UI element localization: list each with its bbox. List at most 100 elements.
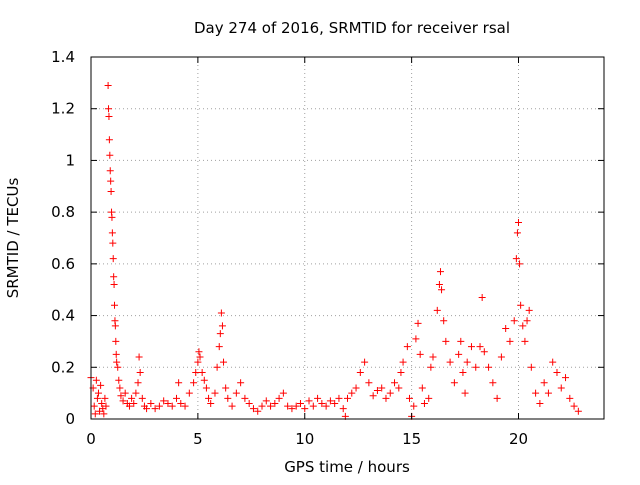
data-point bbox=[97, 381, 105, 389]
data-point bbox=[101, 394, 109, 402]
data-point bbox=[476, 343, 484, 351]
data-point bbox=[544, 389, 552, 397]
data-point bbox=[190, 379, 198, 387]
y-tick-label: 1.4 bbox=[51, 48, 75, 66]
data-point bbox=[164, 399, 172, 407]
data-point bbox=[356, 368, 364, 376]
data-point bbox=[134, 379, 142, 387]
data-point bbox=[195, 348, 203, 356]
data-point bbox=[478, 293, 486, 301]
data-point bbox=[279, 389, 287, 397]
data-point bbox=[138, 394, 146, 402]
data-point bbox=[301, 405, 309, 413]
data-point bbox=[365, 379, 373, 387]
data-point bbox=[125, 402, 133, 410]
data-point bbox=[566, 394, 574, 402]
data-point bbox=[200, 376, 208, 384]
data-point bbox=[222, 384, 230, 392]
data-point bbox=[105, 136, 113, 144]
data-point bbox=[98, 399, 106, 407]
data-point bbox=[194, 358, 202, 366]
data-point bbox=[100, 410, 108, 418]
data-point bbox=[527, 363, 535, 371]
data-point bbox=[461, 389, 469, 397]
data-point bbox=[111, 322, 119, 330]
data-point bbox=[198, 368, 206, 376]
data-point bbox=[135, 353, 143, 361]
data-point bbox=[241, 394, 249, 402]
data-point bbox=[502, 325, 510, 332]
data-point bbox=[94, 389, 102, 397]
data-point bbox=[132, 389, 140, 397]
x-tick-label: 20 bbox=[509, 430, 528, 448]
data-point bbox=[361, 358, 369, 366]
data-point bbox=[410, 402, 418, 410]
y-tick-label: 0.6 bbox=[51, 255, 75, 273]
data-point bbox=[455, 350, 463, 358]
data-point bbox=[369, 392, 377, 400]
data-point bbox=[318, 399, 326, 407]
data-point bbox=[173, 394, 180, 402]
data-point bbox=[485, 363, 493, 371]
data-point bbox=[275, 394, 283, 402]
data-point bbox=[420, 399, 428, 407]
data-point bbox=[397, 368, 405, 376]
data-point bbox=[109, 255, 117, 263]
data-point bbox=[497, 353, 505, 361]
data-point bbox=[438, 286, 446, 294]
data-point bbox=[117, 392, 125, 400]
data-point bbox=[249, 405, 257, 413]
data-point bbox=[391, 379, 399, 387]
data-point bbox=[405, 394, 413, 402]
data-point bbox=[418, 384, 426, 392]
data-point bbox=[512, 255, 520, 263]
data-point bbox=[110, 273, 118, 281]
data-point bbox=[516, 260, 524, 268]
data-point bbox=[480, 348, 488, 356]
data-points-layer bbox=[87, 81, 582, 420]
data-point bbox=[271, 399, 279, 407]
data-point bbox=[177, 399, 185, 407]
data-point bbox=[107, 187, 115, 195]
data-point bbox=[510, 317, 518, 325]
data-point bbox=[130, 399, 138, 407]
data-point bbox=[211, 389, 219, 397]
data-point bbox=[446, 358, 454, 366]
x-tick-label: 10 bbox=[295, 430, 314, 448]
y-tick-label: 0.8 bbox=[51, 203, 75, 221]
data-point bbox=[574, 407, 582, 415]
data-point bbox=[433, 306, 441, 314]
data-point bbox=[105, 112, 113, 120]
data-point bbox=[412, 335, 420, 343]
data-point bbox=[147, 399, 155, 407]
data-point bbox=[192, 368, 200, 376]
data-point bbox=[540, 379, 548, 387]
data-point bbox=[463, 358, 471, 366]
data-point bbox=[113, 358, 121, 366]
data-point bbox=[114, 363, 122, 371]
data-point bbox=[403, 343, 411, 351]
data-point bbox=[110, 281, 118, 289]
data-point bbox=[121, 389, 129, 397]
data-point bbox=[115, 376, 123, 384]
data-point bbox=[245, 399, 253, 407]
data-point bbox=[399, 358, 407, 366]
data-point bbox=[128, 394, 136, 402]
data-point bbox=[207, 399, 215, 407]
ticks-layer: 0 0.2 0.4 0.6 0.8 1 1.2 1.4 0 5 10 15 20 bbox=[51, 48, 604, 448]
data-point bbox=[523, 317, 531, 325]
data-point bbox=[326, 397, 334, 405]
data-point bbox=[237, 379, 245, 387]
data-point bbox=[513, 229, 521, 237]
data-point bbox=[395, 384, 403, 392]
data-point bbox=[562, 374, 570, 382]
data-point bbox=[102, 402, 110, 410]
data-point bbox=[525, 306, 533, 314]
data-point bbox=[90, 402, 98, 410]
data-point bbox=[155, 402, 163, 410]
data-point bbox=[427, 363, 435, 371]
data-point bbox=[472, 363, 480, 371]
data-point bbox=[143, 405, 151, 413]
